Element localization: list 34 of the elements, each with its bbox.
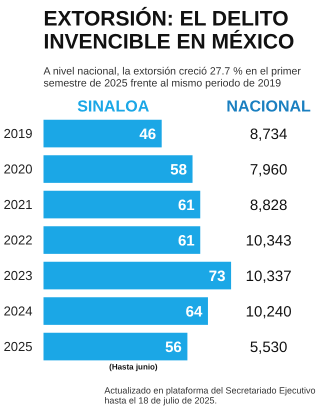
text: 10,337 xyxy=(246,268,292,286)
text: NACIONAL xyxy=(226,98,312,116)
data-label: 46 xyxy=(139,126,156,144)
text: Actualizado en plataforma del Secretariado Ejecutivo hasta el 18 de julio de 2025. xyxy=(104,386,316,406)
data-label: 64 xyxy=(186,304,203,321)
text: 10,240 xyxy=(246,304,292,321)
text: 8,828 xyxy=(250,197,288,214)
series-label: SINALOA xyxy=(77,98,150,116)
y-tick-label: 2023 xyxy=(4,268,32,284)
y-tick-label: 2019 xyxy=(4,126,32,142)
text: 8,734 xyxy=(250,126,288,144)
y-tick-label: 2025 xyxy=(4,339,32,354)
bar xyxy=(44,120,162,148)
bar xyxy=(44,332,188,360)
y-tick-label: 2021 xyxy=(4,197,32,212)
text: 5,530 xyxy=(250,339,288,356)
y-tick-label: 2022 xyxy=(4,232,32,248)
data-label: 73 xyxy=(208,268,226,286)
y-tick-label: 2024 xyxy=(4,304,32,319)
text: 10,343 xyxy=(246,232,292,250)
data-label: 61 xyxy=(178,197,195,214)
bar xyxy=(44,155,193,183)
text: 7,960 xyxy=(250,162,288,179)
data-label: 61 xyxy=(178,232,195,250)
bar xyxy=(44,190,200,218)
chart-subtitle: A nivel nacional, la extorsión creció 27.7 % en el primer semestre de 2025 frente al mismo periodo de 2019 xyxy=(44,66,302,90)
bar xyxy=(44,226,200,254)
bar xyxy=(44,297,208,325)
data-label: 58 xyxy=(170,162,187,179)
chart-title: EXTORSIÓN: EL DELITO INVENCIBLE EN MÉXICO xyxy=(44,6,294,54)
bar xyxy=(44,262,232,290)
data-label: 56 xyxy=(165,339,182,356)
y-tick-label: 2020 xyxy=(4,162,32,177)
annotation: (Hasta junio) xyxy=(109,362,158,372)
